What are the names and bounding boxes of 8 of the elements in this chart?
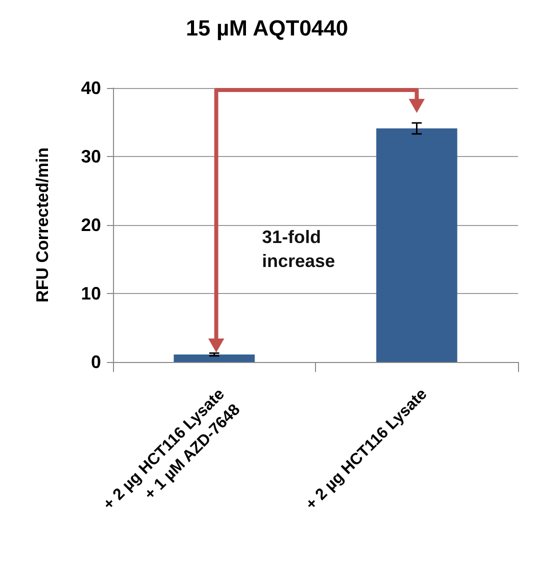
y-axis-title: RFU Corrected/min	[33, 148, 52, 302]
y-tick-label: 30	[80, 146, 101, 166]
y-tick-label: 0	[90, 352, 101, 372]
annotation: 31-fold increase	[262, 227, 336, 271]
y-tick-label: 20	[80, 215, 101, 235]
y-tick-label: 10	[80, 284, 101, 304]
chart-title: 15 µM AQT0440	[186, 16, 348, 40]
y-tick-label: 40	[80, 78, 101, 98]
